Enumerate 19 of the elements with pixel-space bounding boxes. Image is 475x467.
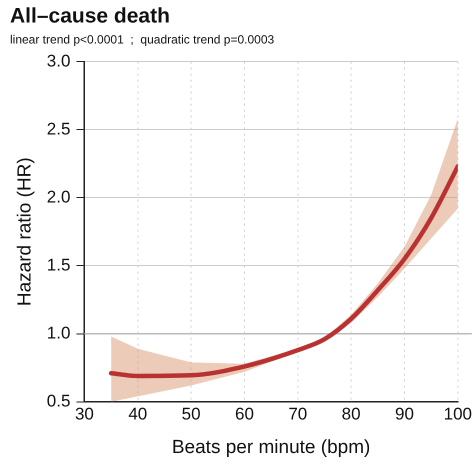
y-tick-label: 0.5 xyxy=(46,391,70,410)
x-axis-title: Beats per minute (bpm) xyxy=(172,436,370,458)
x-tick-label: 60 xyxy=(234,404,254,424)
y-tick-label: 2.0 xyxy=(46,187,70,206)
x-tick-label: 30 xyxy=(74,404,94,424)
chart-subtitle: linear trend p<0.0001 ; quadratic trend p=0.0003 xyxy=(10,32,275,47)
y-tick-label: 2.5 xyxy=(46,119,70,138)
x-tick-label: 40 xyxy=(128,404,148,424)
y-axis-title: Hazard ratio (HR) xyxy=(14,157,36,306)
x-tick-label: 80 xyxy=(342,404,361,424)
x-tick-label: 90 xyxy=(395,404,414,424)
y-tick-label: 3.0 xyxy=(46,51,70,70)
y-tick-label: 1.0 xyxy=(46,323,70,342)
y-tick-label: 1.5 xyxy=(46,255,70,274)
line-series xyxy=(108,164,458,378)
x-tick-label: 50 xyxy=(182,404,201,424)
x-tick-label: 100 xyxy=(444,404,472,424)
x-tick-label: 70 xyxy=(288,404,308,424)
chart-title: All–cause death xyxy=(10,4,170,28)
